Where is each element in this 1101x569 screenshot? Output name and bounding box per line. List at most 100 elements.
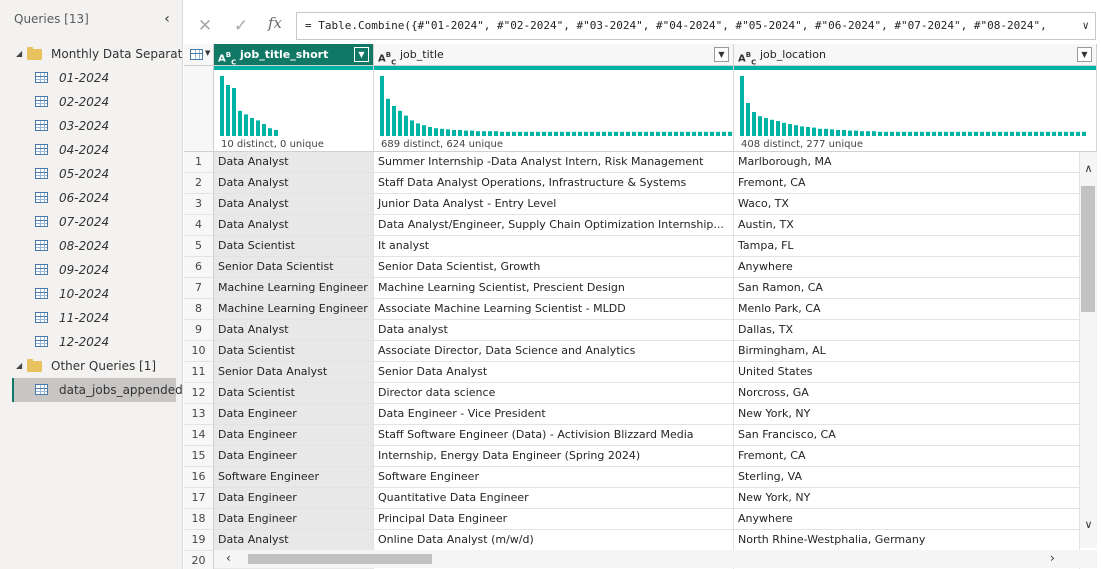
cell-job-title-short[interactable]: Data Analyst (214, 320, 374, 341)
vertical-scroll-thumb[interactable] (1081, 186, 1095, 312)
cell-job-location[interactable]: Anywhere (734, 257, 1080, 278)
chevron-down-icon[interactable]: ∨ (1082, 19, 1089, 32)
formula-input[interactable]: = Table.Combine({#"01-2024", #"02-2024",… (296, 12, 1096, 40)
cell-job-title-short[interactable]: Data Analyst (214, 194, 374, 215)
scroll-left-icon[interactable]: ‹ (226, 551, 231, 565)
cell-job-location[interactable]: San Ramon, CA (734, 278, 1080, 299)
query-item-09-2024[interactable]: 09-2024 (0, 258, 182, 282)
cell-job-title-short[interactable]: Data Engineer (214, 509, 374, 530)
query-item-08-2024[interactable]: 08-2024 (0, 234, 182, 258)
cell-job-title[interactable]: Online Data Analyst (m/w/d) (374, 530, 734, 551)
cell-job-location[interactable]: Austin, TX (734, 215, 1080, 236)
cell-job-location[interactable]: Waco, TX (734, 194, 1080, 215)
table-row[interactable]: 7 Machine Learning Engineer Machine Learni… (184, 278, 1080, 299)
cell-job-title[interactable]: Senior Data Scientist, Growth (374, 257, 734, 278)
expand-triangle-icon[interactable]: ◢ (16, 49, 23, 58)
cell-job-title-short[interactable]: Data Scientist (214, 383, 374, 404)
cell-job-title-short[interactable]: Data Scientist (214, 236, 374, 257)
cell-job-title-short[interactable]: Data Analyst (214, 152, 374, 173)
cell-job-location[interactable]: Fremont, CA (734, 446, 1080, 467)
table-row[interactable]: 3 Data Analyst Junior Data Analyst - Entry… (184, 194, 1080, 215)
scroll-up-icon[interactable]: ∧ (1084, 162, 1093, 175)
cell-job-title-short[interactable]: Software Engineer (214, 467, 374, 488)
cell-job-title[interactable]: Junior Data Analyst - Entry Level (374, 194, 734, 215)
query-item-05-2024[interactable]: 05-2024 (0, 162, 182, 186)
expand-triangle-icon[interactable]: ◢ (16, 361, 23, 370)
cell-job-location[interactable]: Fremont, CA (734, 173, 1080, 194)
table-row[interactable]: 9 Data Analyst Data analyst Dallas, TX (184, 320, 1080, 341)
table-row[interactable]: 10 Data Scientist Associate Director, Data… (184, 341, 1080, 362)
table-menu-button[interactable]: ▼ (184, 44, 214, 66)
cell-job-title-short[interactable]: Data Engineer (214, 488, 374, 509)
cell-job-title-short[interactable]: Machine Learning Engineer (214, 299, 374, 320)
cell-job-location[interactable]: Tampa, FL (734, 236, 1080, 257)
cell-job-title[interactable]: Associate Director, Data Science and Ana… (374, 341, 734, 362)
column-header-job-location[interactable]: ABC job_location ▼ (734, 44, 1097, 66)
cell-job-location[interactable]: Dallas, TX (734, 320, 1080, 341)
cell-job-title[interactable]: Data Analyst/Engineer, Supply Chain Opti… (374, 215, 734, 236)
query-item-12-2024[interactable]: 12-2024 (0, 330, 182, 354)
cell-job-title[interactable]: Principal Data Engineer (374, 509, 734, 530)
cell-job-title[interactable]: Quantitative Data Engineer (374, 488, 734, 509)
commit-icon[interactable]: ✓ (233, 16, 249, 36)
cell-job-location[interactable]: San Francisco, CA (734, 425, 1080, 446)
query-item-10-2024[interactable]: 10-2024 (0, 282, 182, 306)
cell-job-title[interactable]: Summer Internship -Data Analyst Intern, … (374, 152, 734, 173)
table-row[interactable]: 1 Data Analyst Summer Internship -Data Ana… (184, 152, 1080, 173)
cell-job-title[interactable]: Staff Software Engineer (Data) - Activis… (374, 425, 734, 446)
cell-job-location[interactable]: Birmingham, AL (734, 341, 1080, 362)
table-row[interactable]: 2 Data Analyst Staff Data Analyst Operatio… (184, 173, 1080, 194)
column-filter-dropdown[interactable]: ▼ (354, 47, 369, 62)
table-row[interactable]: 6 Senior Data Scientist Senior Data Scient… (184, 257, 1080, 278)
horizontal-scroll-thumb[interactable] (248, 554, 432, 564)
query-item-07-2024[interactable]: 07-2024 (0, 210, 182, 234)
cell-job-title[interactable]: Internship, Energy Data Engineer (Spring… (374, 446, 734, 467)
cell-job-title-short[interactable]: Machine Learning Engineer (214, 278, 374, 299)
collapse-pane-button[interactable]: ‹ (164, 11, 170, 27)
query-item-11-2024[interactable]: 11-2024 (0, 306, 182, 330)
cell-job-title[interactable]: Data analyst (374, 320, 734, 341)
cell-job-location[interactable]: Sterling, VA (734, 467, 1080, 488)
cell-job-title-short[interactable]: Senior Data Analyst (214, 362, 374, 383)
query-item-06-2024[interactable]: 06-2024 (0, 186, 182, 210)
query-item-03-2024[interactable]: 03-2024 (0, 114, 182, 138)
cell-job-title-short[interactable]: Data Engineer (214, 404, 374, 425)
table-row[interactable]: 5 Data Scientist It analyst Tampa, FL (184, 236, 1080, 257)
cell-job-title-short[interactable]: Data Engineer (214, 425, 374, 446)
table-row[interactable]: 15 Data Engineer Internship, Energy Data E… (184, 446, 1080, 467)
cell-job-location[interactable]: Menlo Park, CA (734, 299, 1080, 320)
column-header-job-title-short[interactable]: ABC job_title_short ▼ (214, 44, 374, 66)
cell-job-location[interactable]: New York, NY (734, 404, 1080, 425)
scroll-right-icon[interactable]: › (1050, 551, 1055, 565)
cell-job-title-short[interactable]: Data Scientist (214, 341, 374, 362)
table-row[interactable]: 19 Data Analyst Online Data Analyst (m/w/d… (184, 530, 1080, 551)
text-type-icon[interactable]: ABC (738, 51, 757, 67)
folder-monthly-data[interactable]: ◢ Monthly Data Separat... (0, 43, 182, 65)
cell-job-title[interactable]: It analyst (374, 236, 734, 257)
table-row[interactable]: 16 Software Engineer Software Engineer Ster… (184, 467, 1080, 488)
table-row[interactable]: 13 Data Engineer Data Engineer - Vice Pres… (184, 404, 1080, 425)
horizontal-scrollbar[interactable]: ‹ › (214, 550, 1097, 568)
cell-job-location[interactable]: New York, NY (734, 488, 1080, 509)
table-row[interactable]: 4 Data Analyst Data Analyst/Engineer, Supp… (184, 215, 1080, 236)
cell-job-title[interactable]: Associate Machine Learning Scientist - M… (374, 299, 734, 320)
cell-job-title[interactable]: Machine Learning Scientist, Prescient De… (374, 278, 734, 299)
fx-icon[interactable]: fx (268, 14, 283, 32)
column-header-job-title[interactable]: ABC job_title ▼ (374, 44, 734, 66)
table-row[interactable]: 17 Data Engineer Quantitative Data Enginee… (184, 488, 1080, 509)
cell-job-title[interactable]: Data Engineer - Vice President (374, 404, 734, 425)
cell-job-title[interactable]: Director data science (374, 383, 734, 404)
table-row[interactable]: 12 Data Scientist Director data science Nor… (184, 383, 1080, 404)
query-item-data-jobs-appended[interactable]: data_jobs_appended (12, 378, 183, 402)
text-type-icon[interactable]: ABC (218, 51, 237, 67)
query-item-02-2024[interactable]: 02-2024 (0, 90, 182, 114)
column-filter-dropdown[interactable]: ▼ (714, 47, 729, 62)
table-row[interactable]: 8 Machine Learning Engineer Associate Mach… (184, 299, 1080, 320)
text-type-icon[interactable]: ABC (378, 51, 397, 67)
cell-job-location[interactable]: Anywhere (734, 509, 1080, 530)
table-row[interactable]: 11 Senior Data Analyst Senior Data Analyst… (184, 362, 1080, 383)
cell-job-location[interactable]: Marlborough, MA (734, 152, 1080, 173)
cancel-icon[interactable]: ✕ (197, 16, 213, 36)
cell-job-location[interactable]: United States (734, 362, 1080, 383)
column-filter-dropdown[interactable]: ▼ (1077, 47, 1092, 62)
